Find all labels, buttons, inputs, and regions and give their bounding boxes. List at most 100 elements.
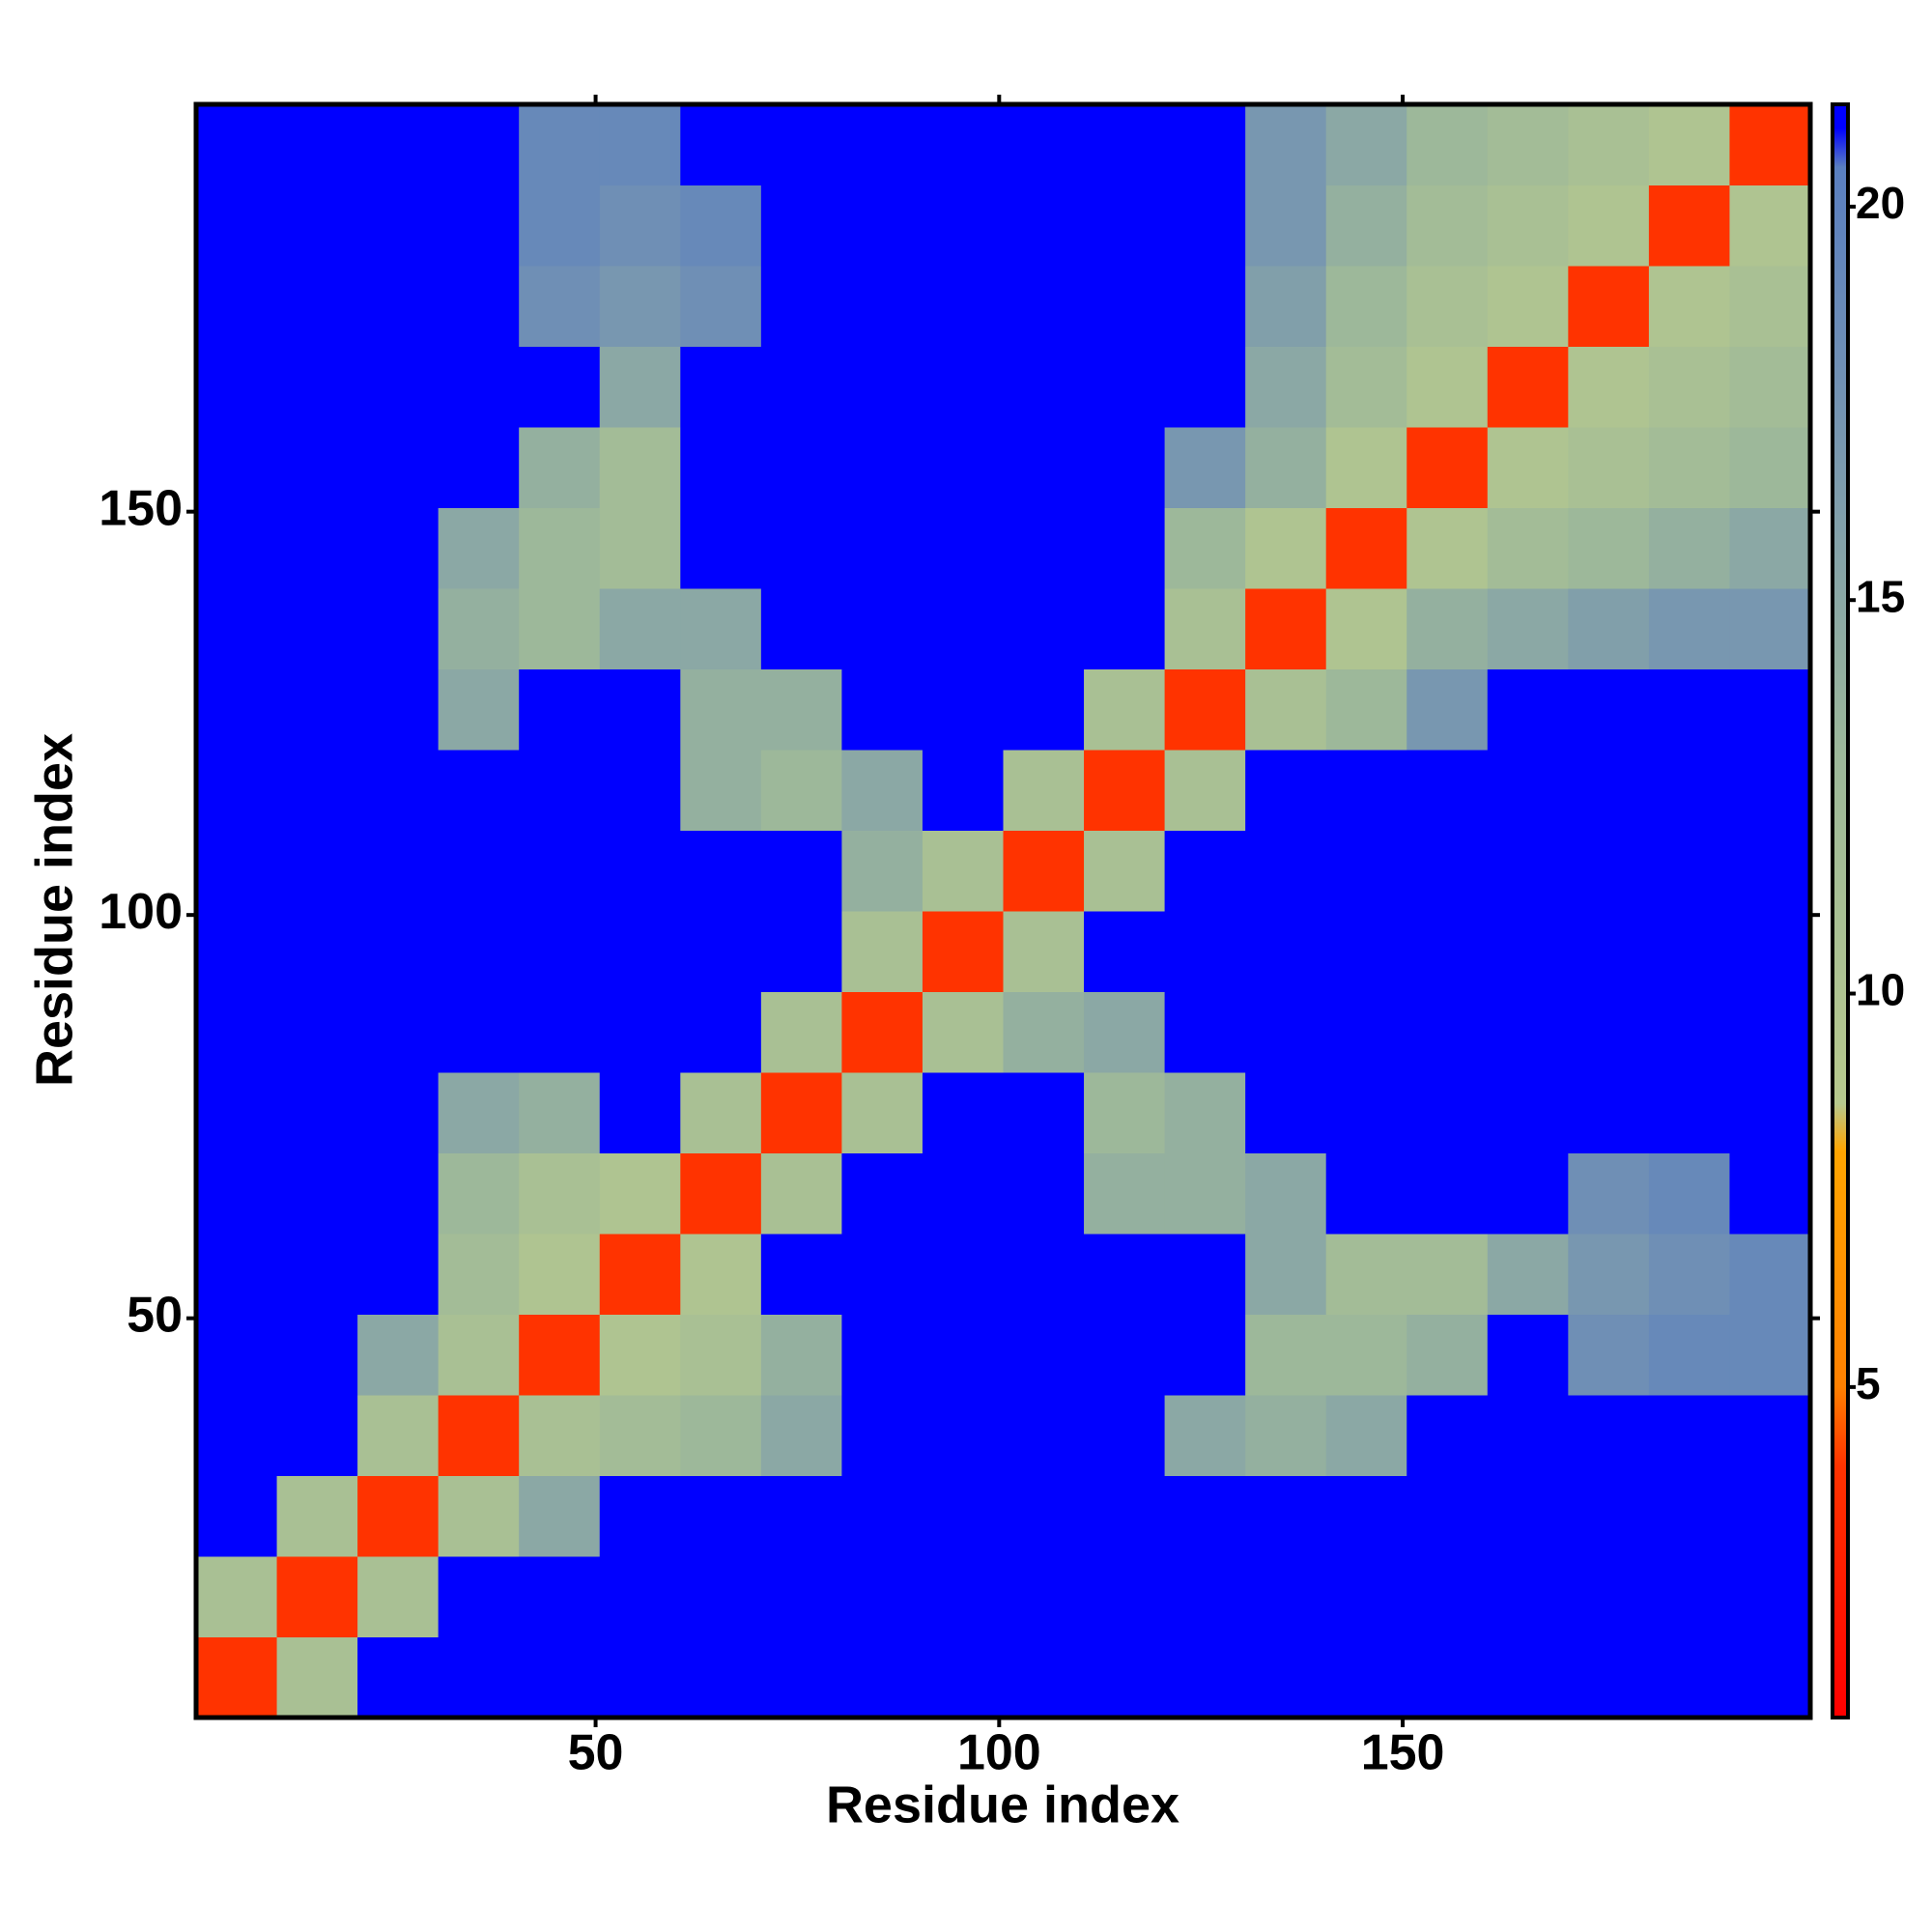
heatmap-cell — [1568, 1152, 1650, 1235]
heatmap-cell — [680, 1152, 762, 1235]
heatmap-cell — [680, 427, 762, 508]
heatmap-cell — [1648, 750, 1730, 831]
heatmap-cell — [1406, 266, 1489, 347]
heatmap-cell — [841, 1234, 923, 1315]
heatmap-cell — [1648, 1556, 1730, 1637]
heatmap-cell — [922, 1072, 1004, 1153]
heatmap-cell — [1003, 1072, 1085, 1153]
heatmap-cell — [1487, 668, 1569, 751]
heatmap-cell — [519, 830, 601, 912]
axes: 50 100 150 50 100 150 — [99, 95, 1820, 1781]
heatmap-cell — [357, 1072, 440, 1153]
heatmap-cell — [438, 1395, 520, 1476]
heatmap-cell — [1648, 1314, 1730, 1396]
heatmap-cell — [1729, 991, 1811, 1073]
heatmap-cell — [1648, 185, 1730, 267]
heatmap-cell — [1406, 750, 1489, 831]
heatmap-cell — [1648, 1395, 1730, 1476]
y-tick-label: 50 — [127, 1287, 183, 1343]
heatmap-cell — [276, 668, 358, 751]
heatmap-cell — [1325, 1556, 1407, 1637]
heatmap-cell — [1406, 1556, 1489, 1637]
heatmap-cell — [599, 1234, 681, 1315]
heatmap-cell — [760, 1234, 842, 1315]
heatmap-cell — [1245, 1314, 1327, 1396]
heatmap-cell — [1003, 1556, 1085, 1637]
heatmap-cell — [438, 1072, 520, 1153]
heatmap-cell — [680, 1636, 762, 1719]
heatmap-cell — [438, 507, 520, 589]
heatmap-cell — [1729, 1314, 1811, 1396]
heatmap-cell — [1406, 1395, 1489, 1476]
heatmap-cell — [1568, 1072, 1650, 1153]
heatmap-cell — [760, 507, 842, 589]
heatmap-cell — [1325, 1636, 1407, 1719]
heatmap-cell — [1406, 1314, 1489, 1396]
heatmap-cell — [1568, 668, 1650, 751]
heatmap-cell — [1245, 507, 1327, 589]
heatmap-cell — [680, 507, 762, 589]
heatmap-cell — [1245, 911, 1327, 992]
heatmap-cell — [841, 991, 923, 1073]
heatmap-cell — [1568, 830, 1650, 912]
heatmap-cell — [599, 507, 681, 589]
heatmap-cell — [922, 1234, 1004, 1315]
heatmap-cell — [760, 1152, 842, 1235]
heatmap-cell — [1245, 1556, 1327, 1637]
heatmap-cell — [922, 507, 1004, 589]
heatmap-cell — [1245, 104, 1327, 185]
heatmap-cell — [599, 991, 681, 1073]
heatmap-cell — [1325, 1234, 1407, 1315]
heatmap-cell — [1164, 750, 1246, 831]
heatmap-cell — [1729, 1636, 1811, 1719]
heatmap-cell — [1325, 1072, 1407, 1153]
heatmap-cell — [922, 1636, 1004, 1719]
heatmap-cell — [1245, 266, 1327, 347]
heatmap-cell — [922, 185, 1004, 267]
heatmap-cell — [438, 1314, 520, 1396]
heatmap-cell — [599, 588, 681, 669]
heatmap-cell — [1648, 1636, 1730, 1719]
heatmap-cell — [680, 588, 762, 669]
heatmap-cell — [519, 668, 601, 751]
heatmap-cell — [1164, 266, 1246, 347]
heatmap-cell — [922, 266, 1004, 347]
heatmap-cell — [519, 1072, 601, 1153]
heatmap-cell — [196, 830, 278, 912]
heatmap-cell — [196, 1475, 278, 1557]
heatmap-cell — [680, 991, 762, 1073]
heatmap-cell — [1325, 1152, 1407, 1235]
heatmap-cell — [1487, 750, 1569, 831]
heatmap-cell — [1568, 588, 1650, 669]
heatmap-cell — [760, 104, 842, 185]
heatmap-cell — [1729, 830, 1811, 912]
heatmap-cell — [357, 1234, 440, 1315]
heatmap-cell — [519, 1556, 601, 1637]
heatmap-cell — [760, 991, 842, 1073]
heatmap-cell — [276, 911, 358, 992]
heatmap-cell — [196, 346, 278, 428]
heatmap-cell — [1568, 266, 1650, 347]
heatmap-cell — [599, 1072, 681, 1153]
heatmap-cell — [1648, 346, 1730, 428]
heatmap-cell — [196, 185, 278, 267]
heatmap-cell — [1406, 911, 1489, 992]
heatmap-cell — [599, 1636, 681, 1719]
heatmap-cell — [760, 346, 842, 428]
heatmap-cell — [1729, 1475, 1811, 1557]
heatmap-cell — [1648, 668, 1730, 751]
heatmap-cell — [438, 1556, 520, 1637]
heatmap-cell — [1406, 104, 1489, 185]
heatmap-cell — [276, 1152, 358, 1235]
heatmap-cell — [519, 1314, 601, 1396]
heatmap-cell — [1003, 427, 1085, 508]
heatmap-cell — [357, 1475, 440, 1557]
heatmap-cell — [357, 750, 440, 831]
heatmap-cell — [276, 991, 358, 1073]
heatmap-cell — [357, 830, 440, 912]
heatmap-cell — [1003, 185, 1085, 267]
heatmap-cell — [276, 507, 358, 589]
heatmap-cell — [438, 588, 520, 669]
heatmap-cell — [1084, 1314, 1166, 1396]
heatmap-cell — [438, 185, 520, 267]
